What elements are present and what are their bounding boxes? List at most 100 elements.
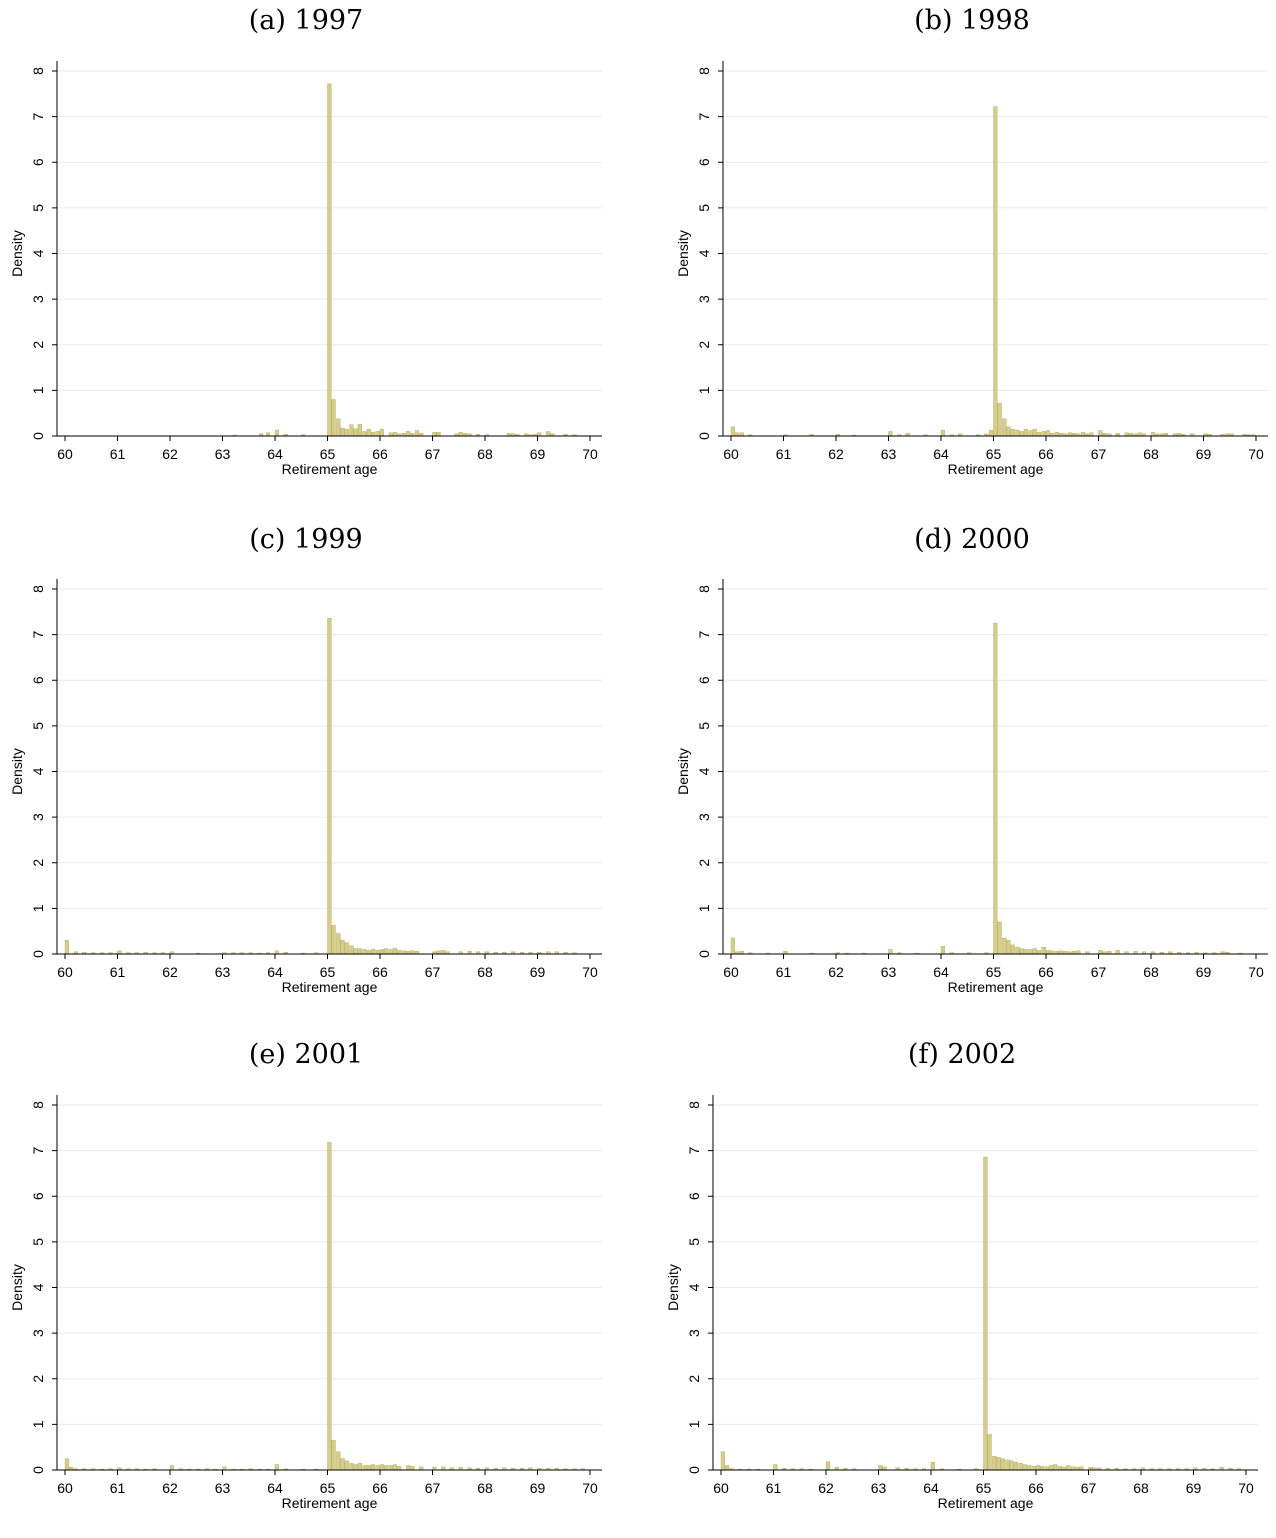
histogram-bar [1023,949,1028,955]
y-axis-label: Density [9,230,25,277]
panel-title: (b) 1998 [914,5,1030,36]
x-tick-label: 64 [267,446,283,462]
histogram-bar [375,950,380,955]
histogram-bar [436,432,441,437]
x-tick-label: 69 [1196,446,1212,462]
histogram-bar [357,948,362,955]
x-tick-label: 64 [923,1480,939,1496]
histogram-bar [357,423,362,437]
x-tick-label: 68 [1133,1480,1149,1496]
y-tick-label: 8 [30,585,46,593]
y-tick-label: 8 [30,1101,46,1109]
histogram-bar [370,949,376,955]
panel-title: (a) 1997 [248,5,364,36]
histogram-bar [546,431,551,437]
histogram-bar [930,1462,935,1471]
x-tick-label: 67 [1091,964,1107,980]
y-tick-label: 7 [696,631,712,639]
y-tick-label: 0 [30,432,46,440]
y-tick-label: 7 [30,1147,46,1155]
x-tick-label: 65 [320,1480,336,1496]
histogram-bar [1032,948,1037,955]
histogram-bar [336,418,341,437]
histogram-bar [1041,431,1046,437]
x-axis-label: Retirement age [938,1495,1034,1511]
y-axis-label: Density [9,1264,25,1311]
y-tick-label: 3 [696,295,712,303]
x-tick-label: 70 [582,446,598,462]
y-tick-label: 1 [696,386,712,394]
histogram-bar [1057,1466,1063,1471]
y-tick-label: 4 [30,1283,46,1291]
histogram-bar [888,949,893,955]
y-tick-label: 5 [686,1238,702,1246]
histogram-bar [1045,950,1050,955]
y-tick-label: 7 [30,631,46,639]
histogram-bar [773,1464,778,1471]
histogram-bar [878,1465,883,1471]
x-tick-label: 64 [267,964,283,980]
histogram-panel: (c) 1999 0 1 2 3 4 5 6 7 8 60 61 62 63 64 65 66 67 68 69 70 R… [0,519,638,1023]
x-tick-label: 67 [1081,1480,1097,1496]
x-tick-label: 65 [976,1480,992,1496]
y-tick-label: 1 [30,386,46,394]
y-tick-label: 1 [30,904,46,912]
y-tick-label: 3 [30,813,46,821]
x-tick-label: 68 [477,446,493,462]
y-axis-label: Density [675,748,691,795]
x-tick-label: 63 [881,446,897,462]
y-tick-label: 2 [696,859,712,867]
histogram-panel: (f) 2002 0 1 2 3 4 5 6 7 8 60 61 62 63 64 65 66 67 68 69 70 R… [638,1034,1276,1538]
histogram-bar [1015,429,1020,437]
x-tick-label: 61 [776,964,792,980]
x-tick-label: 60 [57,446,73,462]
histogram-bar [1010,428,1015,437]
y-tick-label: 6 [696,676,712,684]
histogram-bar [996,1457,1001,1471]
histogram-bar [1022,1464,1027,1471]
x-axis-label: Retirement age [282,1495,378,1511]
y-tick-label: 1 [30,1420,46,1428]
y-tick-label: 6 [686,1192,702,1200]
histogram-bar [384,948,389,955]
y-tick-label: 2 [696,341,712,349]
histogram-bar [340,428,345,437]
x-tick-label: 66 [372,1480,388,1496]
y-axis-label: Density [675,230,691,277]
histogram-bar [1054,432,1059,437]
histogram-bar [993,623,998,955]
histogram-bar [327,1142,332,1471]
histogram-bar [331,399,336,437]
x-tick-label: 63 [215,964,231,980]
histogram-bar [344,428,349,437]
x-tick-label: 60 [713,1480,729,1496]
y-tick-label: 5 [696,722,712,730]
histogram-bar [1023,428,1028,437]
histogram-bar [392,432,398,437]
histogram-bar [1005,1459,1010,1471]
x-tick-label: 69 [530,964,546,980]
histogram-bar [1098,950,1103,955]
y-tick-label: 8 [30,67,46,75]
histogram-bar [730,937,735,955]
y-tick-label: 0 [686,1466,702,1474]
histogram-bar [987,1434,992,1471]
y-tick-label: 7 [696,113,712,121]
y-tick-label: 3 [686,1329,702,1337]
histogram-bar [1002,418,1007,437]
histogram-bar [327,83,332,437]
y-tick-label: 5 [30,722,46,730]
x-tick-label: 68 [477,1480,493,1496]
histogram-bar [1019,948,1024,955]
y-tick-label: 4 [696,767,712,775]
histogram-bar [362,1465,367,1471]
y-tick-label: 0 [696,950,712,958]
histogram-bar [327,617,332,955]
histogram-bar [274,429,279,437]
histogram-bar [1053,1464,1058,1471]
x-tick-label: 70 [582,1480,598,1496]
histogram-bar [169,1465,174,1471]
